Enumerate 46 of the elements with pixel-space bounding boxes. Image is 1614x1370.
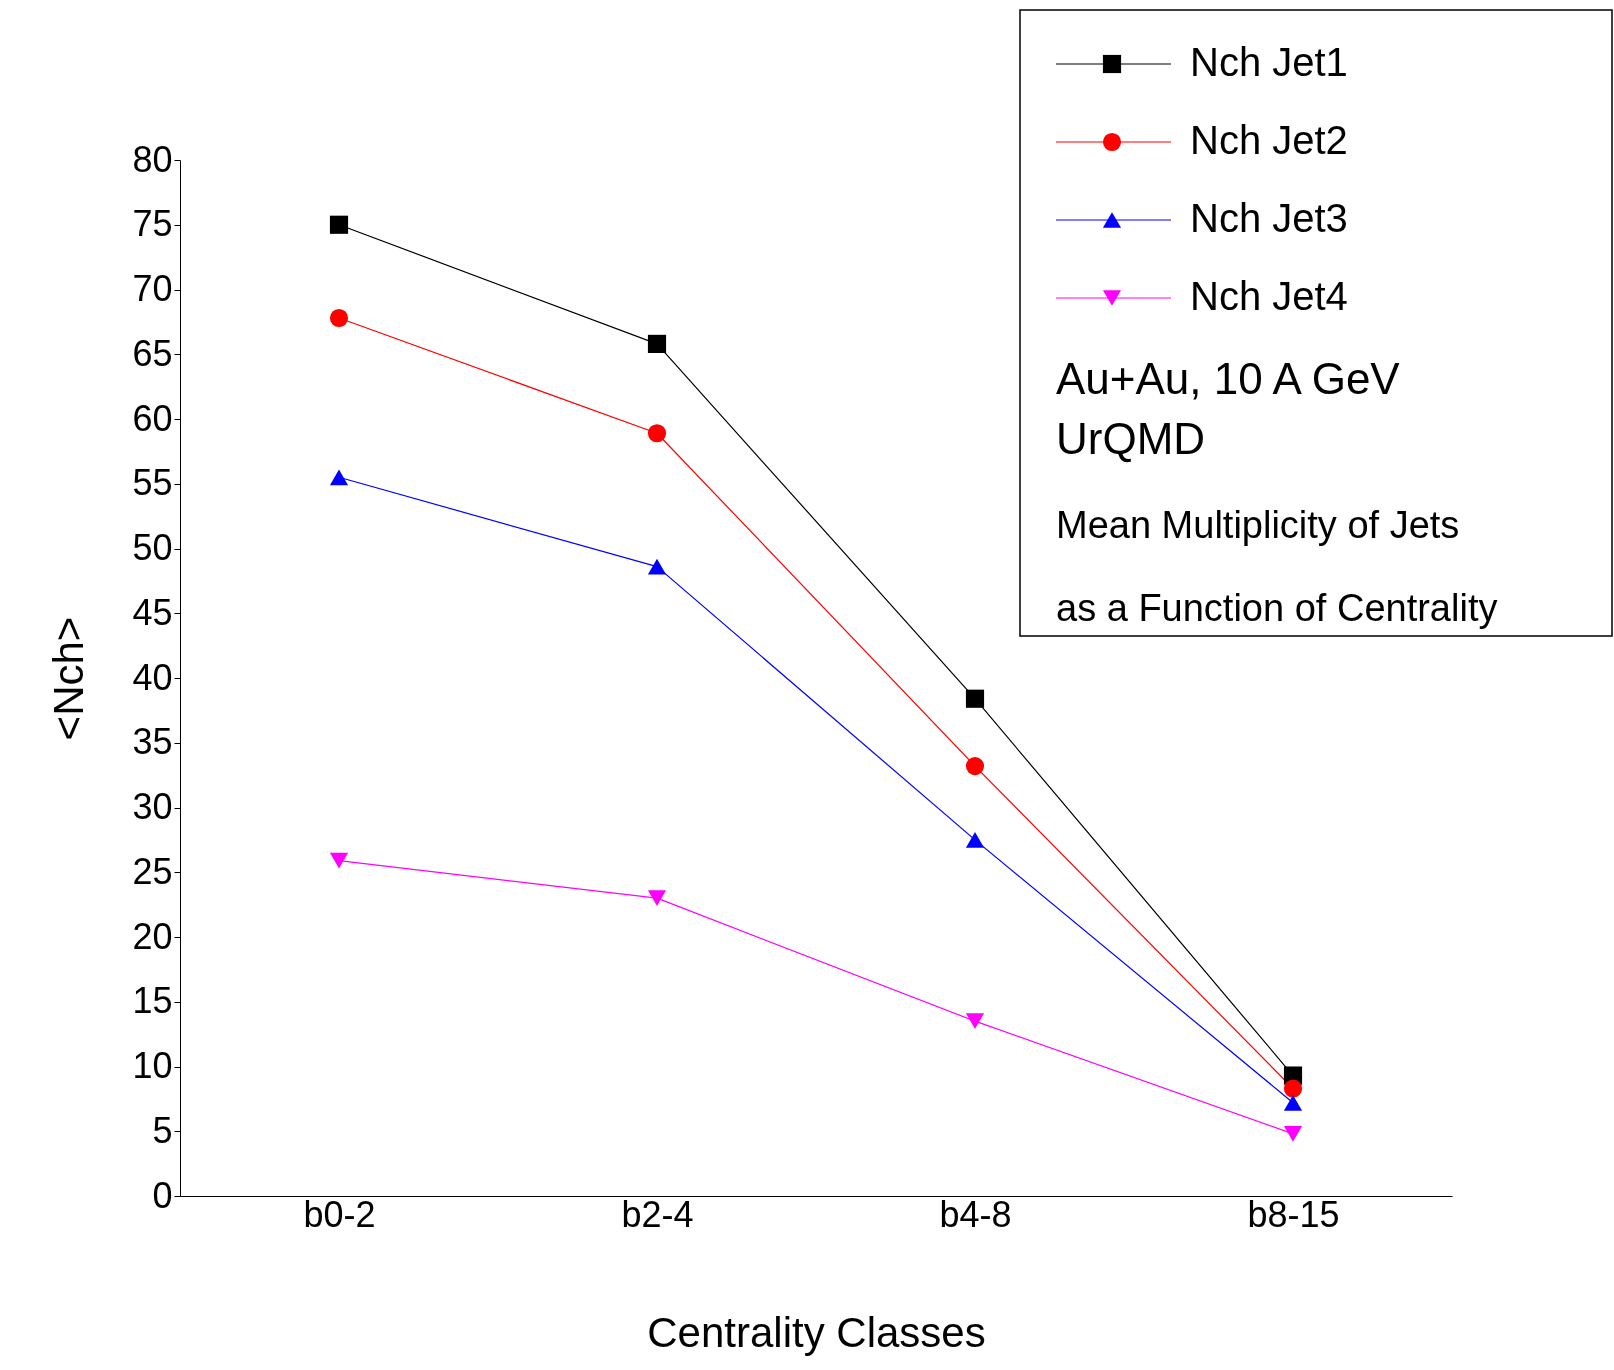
legend-label: Nch Jet3 xyxy=(1190,196,1348,240)
point xyxy=(329,215,349,234)
point xyxy=(1283,1125,1303,1142)
y-tick-label: 5 xyxy=(152,1109,173,1151)
annotation: as a Function of Centrality xyxy=(1056,587,1498,629)
legend-label: Nch Jet2 xyxy=(1190,118,1348,162)
point xyxy=(647,890,667,907)
y-tick-label: 55 xyxy=(132,462,173,504)
y-tick-label: 30 xyxy=(132,786,173,827)
point xyxy=(1283,1079,1303,1098)
legend-label: Nch Jet4 xyxy=(1190,274,1348,318)
y-tick-label: 70 xyxy=(132,268,173,309)
point xyxy=(647,558,667,575)
y-tick-label: 35 xyxy=(132,721,173,763)
point xyxy=(647,334,667,353)
y-axis-title: <Nch> xyxy=(45,616,93,741)
x-tick-label: b4-8 xyxy=(939,1193,1012,1235)
legend-label: Nch Jet1 xyxy=(1190,40,1348,84)
y-tick-label: 15 xyxy=(132,980,173,1022)
y-tick-label: 80 xyxy=(132,138,173,180)
y-tick-label: 45 xyxy=(132,591,173,633)
y-tick-label: 75 xyxy=(132,203,173,245)
x-tick-label: b0-2 xyxy=(303,1193,376,1235)
point xyxy=(965,1013,985,1030)
x-axis-title: Centrality Classes xyxy=(647,1308,986,1356)
point xyxy=(647,424,667,443)
annotation: UrQMD xyxy=(1056,414,1206,463)
annotation: Au+Au, 10 A GeV xyxy=(1056,354,1401,403)
point xyxy=(1283,1094,1303,1111)
y-tick-label: 25 xyxy=(132,850,173,892)
point xyxy=(965,756,985,776)
y-tick-label: 0 xyxy=(152,1174,173,1216)
y-tick-label: 10 xyxy=(132,1045,173,1086)
x-tick-label: b2-4 xyxy=(621,1193,694,1235)
point xyxy=(965,832,985,848)
y-tick-label: 50 xyxy=(132,527,173,568)
annotation: Mean Multiplicity of Jets xyxy=(1056,504,1460,546)
point xyxy=(329,308,349,328)
y-tick-label: 20 xyxy=(132,915,173,957)
point xyxy=(329,852,349,869)
y-tick-label: 60 xyxy=(132,397,173,439)
point xyxy=(329,469,349,486)
y-tick-label: 40 xyxy=(132,656,173,698)
y-tick-label: 65 xyxy=(132,332,173,374)
x-tick-label: b8-15 xyxy=(1247,1193,1340,1235)
point xyxy=(965,689,985,708)
